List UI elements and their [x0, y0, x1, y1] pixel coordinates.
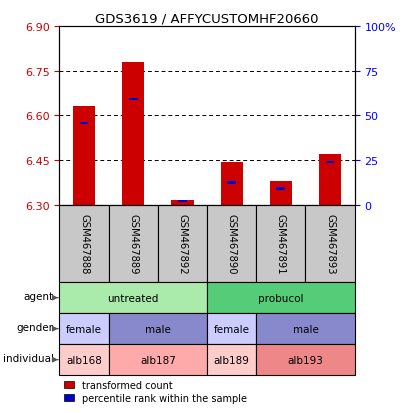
- Text: GSM467893: GSM467893: [324, 214, 334, 274]
- Legend: transformed count, percentile rank within the sample: transformed count, percentile rank withi…: [64, 380, 246, 403]
- Text: male: male: [292, 324, 318, 334]
- Text: GSM467889: GSM467889: [128, 214, 138, 274]
- Text: female: female: [213, 324, 249, 334]
- Bar: [207, 344, 256, 375]
- Bar: [305, 205, 354, 282]
- Bar: [325, 161, 334, 164]
- Bar: [227, 182, 236, 184]
- Bar: [178, 200, 187, 202]
- Text: untreated: untreated: [107, 293, 159, 303]
- Text: GSM467892: GSM467892: [177, 214, 187, 274]
- Text: male: male: [144, 324, 171, 334]
- Bar: [108, 313, 207, 344]
- Text: alb189: alb189: [213, 355, 249, 365]
- Bar: [256, 205, 305, 282]
- Title: GDS3619 / AFFYCUSTOMHF20660: GDS3619 / AFFYCUSTOMHF20660: [95, 13, 318, 26]
- Bar: [128, 98, 137, 101]
- Bar: [79, 122, 88, 125]
- Text: gender: gender: [16, 323, 54, 332]
- Bar: [269, 181, 291, 205]
- Text: agent: agent: [23, 292, 54, 301]
- Text: probucol: probucol: [258, 293, 303, 303]
- Bar: [318, 155, 340, 205]
- Bar: [256, 344, 354, 375]
- Text: GSM467888: GSM467888: [79, 214, 89, 274]
- Bar: [207, 313, 256, 344]
- Bar: [207, 205, 256, 282]
- Bar: [73, 107, 95, 205]
- Bar: [157, 205, 207, 282]
- Text: alb187: alb187: [139, 355, 175, 365]
- Bar: [207, 282, 354, 313]
- Bar: [59, 344, 108, 375]
- Text: alb193: alb193: [287, 355, 323, 365]
- Bar: [59, 282, 207, 313]
- Text: female: female: [66, 324, 102, 334]
- Bar: [59, 205, 108, 282]
- Bar: [108, 205, 157, 282]
- Bar: [108, 344, 207, 375]
- Text: alb168: alb168: [66, 355, 102, 365]
- Bar: [171, 201, 193, 205]
- Text: GSM467891: GSM467891: [275, 214, 285, 274]
- Bar: [256, 313, 354, 344]
- Text: GSM467890: GSM467890: [226, 214, 236, 274]
- Bar: [59, 313, 108, 344]
- Bar: [220, 162, 242, 205]
- Text: individual: individual: [2, 353, 54, 363]
- Bar: [276, 188, 285, 190]
- Bar: [122, 62, 144, 205]
